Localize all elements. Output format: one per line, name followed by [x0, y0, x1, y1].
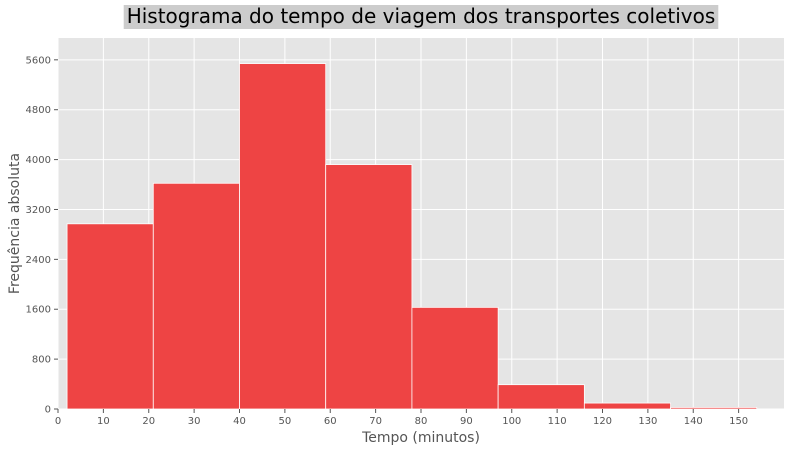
x-tick-label-15: 150 — [729, 416, 748, 427]
histogram-bar-1 — [152, 182, 240, 410]
y-tick-label-5: 4000 — [26, 155, 51, 166]
chart-title-background — [123, 5, 719, 29]
x-tick-label-7: 70 — [369, 416, 382, 427]
x-tick-label-1: 10 — [97, 416, 110, 427]
y-axis-label: Frequência absoluta — [7, 153, 23, 294]
chart-title: Histograma do tempo de viagem dos transp… — [127, 4, 716, 28]
histogram-bar-3 — [325, 164, 413, 410]
histogram-bar-0 — [66, 223, 154, 410]
x-tick-label-12: 120 — [593, 416, 612, 427]
x-tick-label-13: 130 — [638, 416, 657, 427]
x-tick-label-9: 90 — [460, 416, 473, 427]
x-tick-label-2: 20 — [142, 416, 155, 427]
x-tick-label-4: 40 — [233, 416, 246, 427]
x-tick-label-8: 80 — [415, 416, 428, 427]
x-axis-ticks: 0 10 20 30 40 50 60 70 80 90 100 110 120 130 140 150 — [55, 409, 748, 427]
x-tick-label-3: 30 — [188, 416, 201, 427]
x-tick-label-6: 60 — [324, 416, 337, 427]
histogram-bar-7 — [670, 407, 758, 410]
y-axis-ticks: 0 800 1600 2400 3200 4000 4800 5600 — [26, 55, 58, 416]
grid-lines — [57, 38, 784, 410]
histogram-bar-2 — [239, 63, 327, 410]
y-tick-label-6: 4800 — [26, 105, 51, 116]
histogram-bar-5 — [497, 384, 585, 410]
y-tick-label-3: 2400 — [26, 255, 51, 266]
x-tick-label-5: 50 — [279, 416, 292, 427]
x-tick-label-14: 140 — [684, 416, 703, 427]
histogram-bars — [66, 63, 758, 410]
y-tick-label-7: 5600 — [26, 55, 51, 66]
x-axis-label: Tempo (minutos) — [361, 430, 480, 446]
x-tick-label-0: 0 — [55, 416, 61, 427]
y-tick-label-0: 0 — [45, 405, 51, 416]
y-tick-label-4: 3200 — [26, 205, 51, 216]
x-tick-label-11: 110 — [548, 416, 567, 427]
histogram-bar-4 — [411, 306, 499, 410]
y-tick-label-2: 1600 — [26, 305, 51, 316]
x-tick-label-10: 100 — [502, 416, 521, 427]
histogram-bar-6 — [583, 402, 671, 410]
y-tick-label-1: 800 — [32, 355, 51, 366]
